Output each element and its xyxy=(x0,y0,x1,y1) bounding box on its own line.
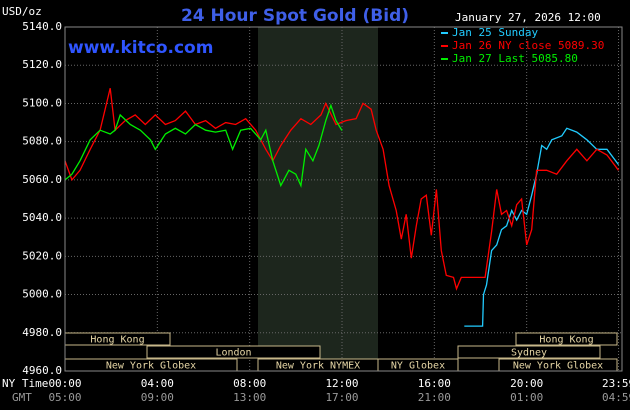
x2-tick-label: 13:00 xyxy=(233,391,266,404)
x-tick-label: 08:00 xyxy=(233,377,266,390)
session-label: Hong Kong xyxy=(90,335,144,346)
legend-label: Jan 26 NY close 5089.30 xyxy=(452,39,604,52)
session-label: Sydney xyxy=(511,348,547,359)
y-tick-label: 5020.0 xyxy=(22,249,62,262)
session-box xyxy=(515,332,618,346)
session-label: New York Globex xyxy=(106,361,196,372)
x2-axis-label: GMT xyxy=(12,391,32,404)
x2-tick-label: 04:59 xyxy=(602,391,630,404)
series-line xyxy=(64,88,620,291)
x-tick-label: 12:00 xyxy=(325,377,358,390)
x-tick-label: 04:00 xyxy=(141,377,174,390)
session-label: Hong Kong xyxy=(539,335,593,346)
session-label: London xyxy=(215,348,251,359)
y-tick-label: 5080.0 xyxy=(22,135,62,148)
x-tick-label: 00:00 xyxy=(48,377,81,390)
x-tick-label: 23:59 xyxy=(602,377,630,390)
session-label: New York NYMEX xyxy=(276,361,360,372)
legend-label: Jan 27 Last 5085.80 xyxy=(452,52,578,65)
x2-tick-label: 01:00 xyxy=(510,391,543,404)
y-tick-label: 5040.0 xyxy=(22,211,62,224)
x2-tick-label: 17:00 xyxy=(325,391,358,404)
y-axis-label: USD/oz xyxy=(2,5,42,18)
session-box xyxy=(457,345,601,359)
session-label: NY Globex xyxy=(391,361,445,372)
plot-border xyxy=(64,26,623,372)
series-line xyxy=(64,103,343,188)
y-tick-label: 4980.0 xyxy=(22,326,62,339)
session-label: New York Globex xyxy=(513,361,603,372)
watermark: www.kitco.com xyxy=(68,38,213,58)
y-tick-label: 5100.0 xyxy=(22,96,62,109)
legend-label: Jan 25 Sunday xyxy=(452,26,538,39)
series-line xyxy=(464,127,620,327)
x-tick-label: 20:00 xyxy=(510,377,543,390)
y-tick-label: 5060.0 xyxy=(22,173,62,186)
x-tick-label: 16:00 xyxy=(418,377,451,390)
x-axis-label: NY Time xyxy=(2,377,48,390)
session-shade xyxy=(258,27,378,371)
y-tick-label: 5120.0 xyxy=(22,58,62,71)
x2-tick-label: 21:00 xyxy=(418,391,451,404)
chart-title: 24 Hour Spot Gold (Bid) xyxy=(181,6,409,26)
session-box xyxy=(146,345,321,359)
x2-tick-label: 09:00 xyxy=(141,391,174,404)
y-tick-label: 5000.0 xyxy=(22,288,62,301)
y-tick-label: 5140.0 xyxy=(22,20,62,33)
timestamp: January 27, 2026 12:00 xyxy=(455,11,601,24)
y-tick-label: 4960.0 xyxy=(22,364,62,377)
x2-tick-label: 05:00 xyxy=(48,391,81,404)
